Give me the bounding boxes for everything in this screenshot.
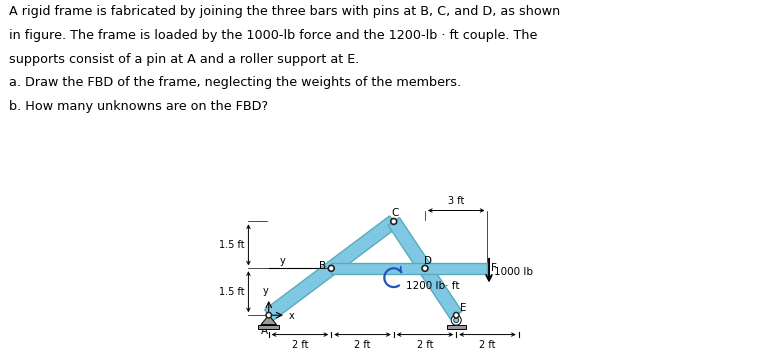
Circle shape [391,218,397,224]
Polygon shape [261,315,276,325]
Text: F: F [492,263,497,273]
Circle shape [268,314,270,316]
Circle shape [454,318,459,323]
Bar [258,325,279,329]
Bar [447,325,465,329]
Text: in figure. The frame is loaded by the 1000-lb force and the 1200-lb · ft couple.: in figure. The frame is loaded by the 10… [9,29,538,42]
Text: 2 ft: 2 ft [292,340,308,348]
Text: y: y [279,256,286,266]
Circle shape [455,314,457,316]
Text: A: A [261,326,268,337]
Text: 2 ft: 2 ft [479,340,496,348]
Circle shape [451,315,461,325]
Text: D: D [424,256,432,267]
Circle shape [454,313,459,318]
Circle shape [266,313,272,318]
Circle shape [422,265,428,271]
Text: 3 ft: 3 ft [448,196,464,206]
Text: 1000 lb: 1000 lb [494,267,533,277]
Text: a. Draw the FBD of the frame, neglecting the weights of the members.: a. Draw the FBD of the frame, neglecting… [9,76,461,89]
Text: 1.5 ft: 1.5 ft [219,287,244,297]
Circle shape [330,267,333,270]
Polygon shape [331,263,488,274]
Text: 1200 lb· ft: 1200 lb· ft [405,282,459,291]
Text: x: x [289,310,295,321]
Circle shape [392,220,395,223]
Circle shape [328,265,335,271]
Text: y: y [263,285,268,295]
Text: A rigid frame is fabricated by joining the three bars with pins at B, C, and D, : A rigid frame is fabricated by joining t… [9,5,561,18]
Text: 1.5 ft: 1.5 ft [219,240,244,250]
Circle shape [423,267,426,270]
Text: b. How many unknowns are on the FBD?: b. How many unknowns are on the FBD? [9,100,268,113]
Text: 2 ft: 2 ft [354,340,371,348]
Text: E: E [460,303,466,313]
Text: B: B [319,261,326,271]
Polygon shape [265,216,398,321]
Text: C: C [391,208,399,218]
Text: 2 ft: 2 ft [417,340,433,348]
Text: supports consist of a pin at A and a roller support at E.: supports consist of a pin at A and a rol… [9,53,359,65]
Polygon shape [388,218,462,319]
